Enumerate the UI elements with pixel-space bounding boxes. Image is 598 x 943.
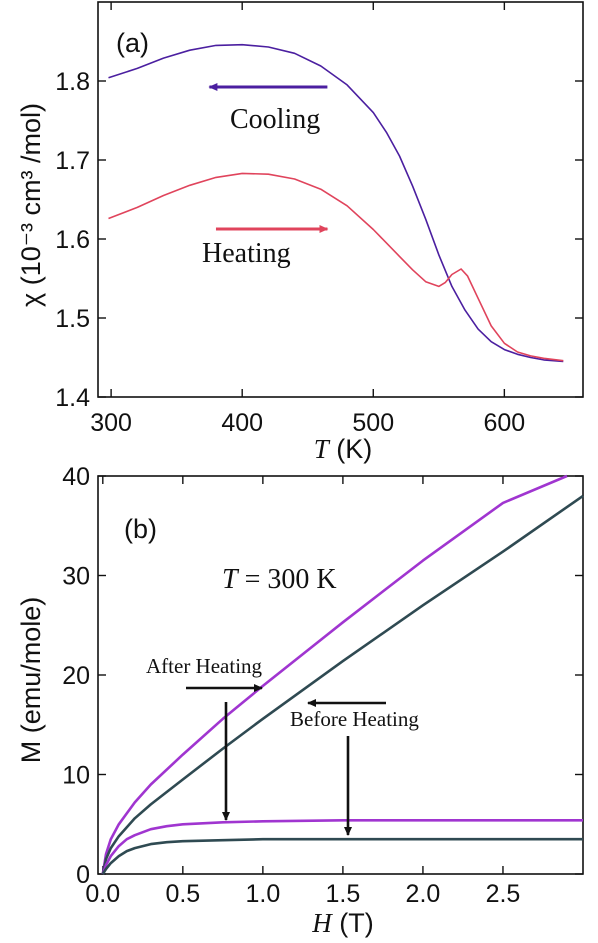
y-tick-label: 30 [62,563,90,591]
panel-b-xlabel-symbol: H [311,908,333,938]
panel-b-series [101,474,584,875]
series-line [101,819,583,875]
series-line [101,837,583,875]
panel-a-ticks [98,2,583,398]
panel-b-tick-labels: 0.0 0.5 1.0 1.5 2.0 2.5 0 10 20 30 40 [62,463,520,908]
series-line [101,474,568,875]
x-tick-label: 0.5 [165,880,200,908]
series-line [101,494,584,875]
panel-a-series [108,43,564,363]
panel-a-xlabel-symbol: T [314,434,331,464]
x-tick-label: 600 [483,409,525,437]
panel-a-xlabel-unit: (K) [329,434,373,464]
panel-b-xlabel: H (T) [311,908,373,938]
panel-a-frame [97,1,584,398]
panel-b-ylabel: M (emu/mole) [16,597,46,764]
panel-a-label: (a) [116,28,149,58]
x-tick-label: 300 [90,409,132,437]
panel-b-temperature-title: T = 300 K [222,564,337,595]
series-line [108,43,564,363]
y-tick-label: 1.4 [55,384,90,412]
x-tick-label: 0.0 [85,880,120,908]
cooling-annotation: Cooling [230,104,320,135]
before-heating-annotation: Before Heating [290,707,419,731]
x-tick-label: 500 [352,409,394,437]
series-line [108,172,564,362]
y-tick-label: 1.6 [55,226,90,254]
x-tick-label: 1.0 [245,880,280,908]
panel-b-xlabel-unit: (T) [332,908,374,938]
x-tick-label: 2.0 [406,880,441,908]
y-tick-label: 1.5 [55,305,90,333]
y-tick-label: 40 [62,463,90,491]
panel-b-arrows [186,684,386,836]
after-heating-annotation: After Heating [146,654,263,678]
panel-a-xlabel: T (K) [314,434,373,464]
x-tick-label: 400 [221,409,263,437]
y-tick-label: 10 [62,762,90,790]
y-tick-label: 1.7 [55,147,90,175]
panel-a-arrows [208,83,329,233]
y-tick-label: 1.8 [55,68,90,96]
panel-b-label: (b) [124,514,157,544]
panel-b-chart: 0.0 0.5 1.0 1.5 2.0 2.5 0 10 20 30 40 (b) T = 300 … [16,463,584,938]
panel-b-title-rest: = 300 K [238,564,337,595]
x-tick-label: 2.5 [486,880,521,908]
panel-a-ylabel: χ (10⁻³ cm³ /mol) [16,103,46,307]
heating-annotation: Heating [202,238,291,269]
x-tick-label: 1.5 [326,880,361,908]
y-tick-label: 0 [76,861,90,889]
y-tick-label: 20 [62,662,90,690]
panel-b-title-symbol: T [222,564,240,595]
panel-a-tick-labels: 300 400 500 600 1.4 1.5 1.6 1.7 1.8 [55,68,525,437]
